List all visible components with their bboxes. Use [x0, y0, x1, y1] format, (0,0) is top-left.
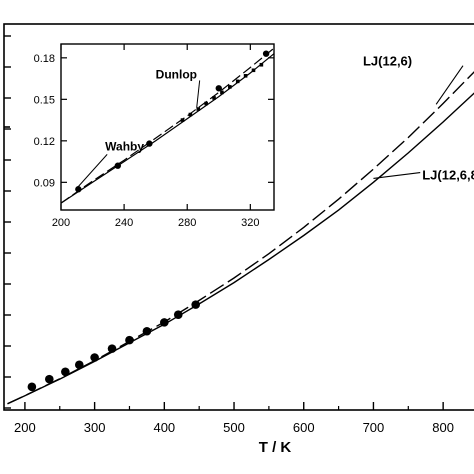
main-y-ticks — [4, 35, 11, 409]
inset-series-lj126 — [60, 47, 275, 204]
main-data-point — [191, 300, 200, 309]
main-data-point — [125, 335, 134, 345]
inset-annotations: Wahby Dunlop — [77, 67, 201, 187]
inset-data-point-dunlop — [243, 74, 248, 78]
inset-data-point-dunlop — [212, 96, 216, 100]
inset-data-point-wahby — [215, 85, 222, 92]
inset-plot-frame — [60, 43, 275, 211]
main-annotations: LJ(12,6) LJ(12,6,8 — [363, 54, 474, 183]
main-data-point — [142, 326, 152, 336]
inset-x-tick-label: 320 — [241, 217, 259, 229]
main-x-tick-label: 200 — [14, 420, 36, 435]
main-series-lj1268 — [7, 92, 474, 405]
inset-y-tick-label: 0.09 — [34, 177, 55, 189]
main-data-point — [45, 374, 54, 384]
main-data-point — [61, 367, 70, 377]
main-data-point — [27, 382, 37, 392]
inset-data-point-dunlop — [220, 90, 224, 95]
inset-data-point-wahby — [114, 162, 122, 169]
inset-x-tick-label: 240 — [115, 217, 133, 229]
main-annotation-arrow — [435, 65, 464, 105]
inset-data-point-wahby — [146, 140, 153, 147]
main-annotation-label: LJ(12,6,8 — [422, 168, 474, 183]
main-annotation-arrow — [373, 171, 421, 179]
inset-annotation-arrow — [77, 154, 108, 187]
main-x-tick-label: 800 — [432, 420, 454, 435]
inset-data-point-dunlop — [228, 85, 232, 89]
inset-data-point-dunlop — [204, 101, 208, 106]
inset-series — [60, 47, 275, 204]
main-x-tick-label: 700 — [363, 420, 385, 435]
main-data-point — [173, 310, 183, 319]
main-x-ticks: 200 300 400 500 600 700 800 — [14, 402, 454, 435]
inset-x-tick-label: 280 — [178, 217, 196, 229]
inset-annotation-label: Dunlop — [156, 67, 197, 81]
inset-data-point-dunlop — [180, 118, 185, 122]
inset-data-point-dunlop — [235, 79, 240, 84]
main-series — [7, 71, 474, 405]
inset-annotation-arrow — [196, 80, 201, 108]
main-data-point — [74, 360, 84, 370]
inset-data-point-wahby — [75, 186, 82, 193]
main-data-point — [160, 318, 169, 327]
inset-ticks: 200 240 280 320 0.09 0.12 0.15 0.18 — [34, 44, 274, 229]
main-x-tick-label: 500 — [223, 420, 245, 435]
inset-data-point-wahby — [262, 50, 270, 57]
inset-data-point-dunlop — [196, 107, 201, 111]
inset-data-point-dunlop — [188, 112, 193, 117]
inset-annotation-label: Wahby — [105, 139, 144, 153]
inset-x-tick-label: 200 — [52, 217, 70, 229]
inset-data-point-dunlop — [251, 68, 256, 73]
main-x-tick-label: 300 — [84, 420, 106, 435]
main-data-point — [90, 353, 99, 362]
main-x-tick-label: 600 — [293, 420, 315, 435]
main-x-axis-label: T / K — [259, 439, 292, 456]
inset-data-point-dunlop — [259, 62, 264, 67]
inset-y-tick-label: 0.12 — [34, 136, 55, 148]
main-plot-frame — [3, 23, 474, 411]
main-annotation-label: LJ(12,6) — [363, 54, 412, 69]
inset-y-tick-label: 0.15 — [34, 94, 55, 106]
inset-y-tick-label: 0.18 — [34, 53, 55, 65]
main-data-point — [107, 344, 117, 353]
main-x-tick-label: 400 — [153, 420, 175, 435]
